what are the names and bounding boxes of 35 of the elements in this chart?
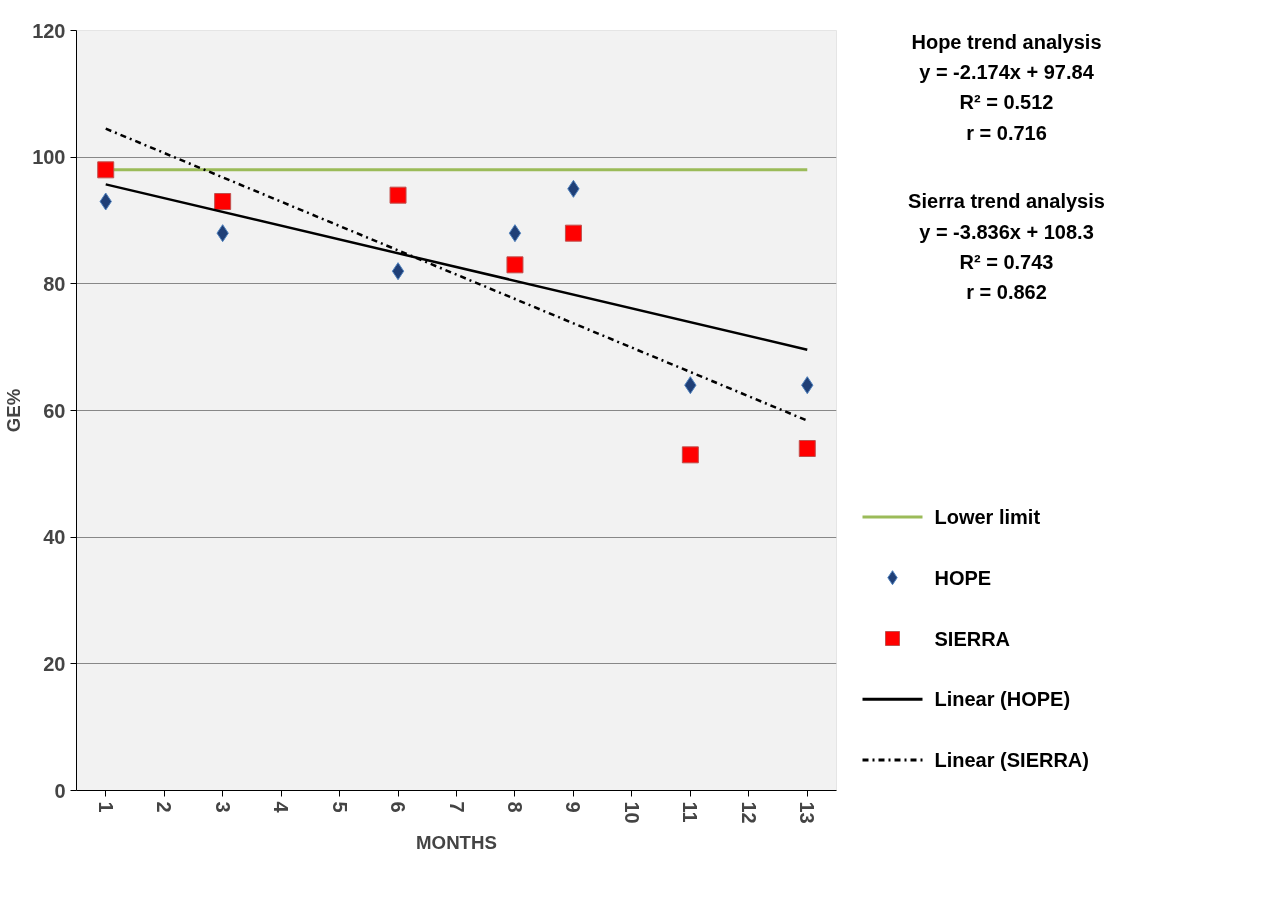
y-tick-label: 80 (43, 272, 66, 295)
x-tick-label: 7 (445, 801, 468, 813)
x-tick-label: 12 (737, 801, 760, 824)
x-tick-label: 8 (503, 801, 526, 813)
x-axis-title: MONTHS (416, 831, 497, 853)
legend-label: HOPE (934, 566, 992, 589)
x-tick-label: 13 (796, 801, 819, 824)
x-tick-label: 3 (211, 801, 234, 813)
text: r = 0.716 (966, 121, 1047, 144)
x-tick-label: 1 (94, 801, 117, 813)
text: R² = 0.512 (959, 91, 1054, 114)
x-tick-label: 5 (328, 801, 351, 813)
x-tick-label: 4 (270, 801, 293, 814)
x-tick-label: 6 (387, 801, 410, 813)
legend-label: Linear (SIERRA) (934, 749, 1089, 772)
y-tick-label: 120 (32, 19, 66, 42)
y-tick-label: 0 (54, 779, 66, 802)
text: R² = 0.743 (959, 250, 1054, 273)
y-tick-label: 40 (43, 526, 66, 549)
x-tick-label: 2 (153, 801, 176, 813)
legend-label: SIERRA (934, 627, 1011, 650)
text: y = -2.174x + 97.84 (919, 60, 1095, 83)
y-tick-label: 60 (43, 399, 66, 422)
y-axis-title: GE% (3, 388, 25, 433)
text: r = 0.862 (966, 281, 1047, 304)
x-tick-label: 11 (679, 801, 702, 823)
y-tick-label: 20 (43, 652, 66, 675)
x-tick-label: 9 (562, 801, 585, 813)
text: Sierra trend analysis (908, 190, 1105, 213)
text: Hope trend analysis (911, 30, 1102, 53)
legend-label: Lower limit (934, 505, 1041, 528)
y-tick-label: 100 (32, 146, 66, 169)
x-tick-label: 10 (620, 801, 643, 824)
text: y = -3.836x + 108.3 (919, 220, 1094, 243)
legend-label: Linear (HOPE) (934, 688, 1071, 711)
